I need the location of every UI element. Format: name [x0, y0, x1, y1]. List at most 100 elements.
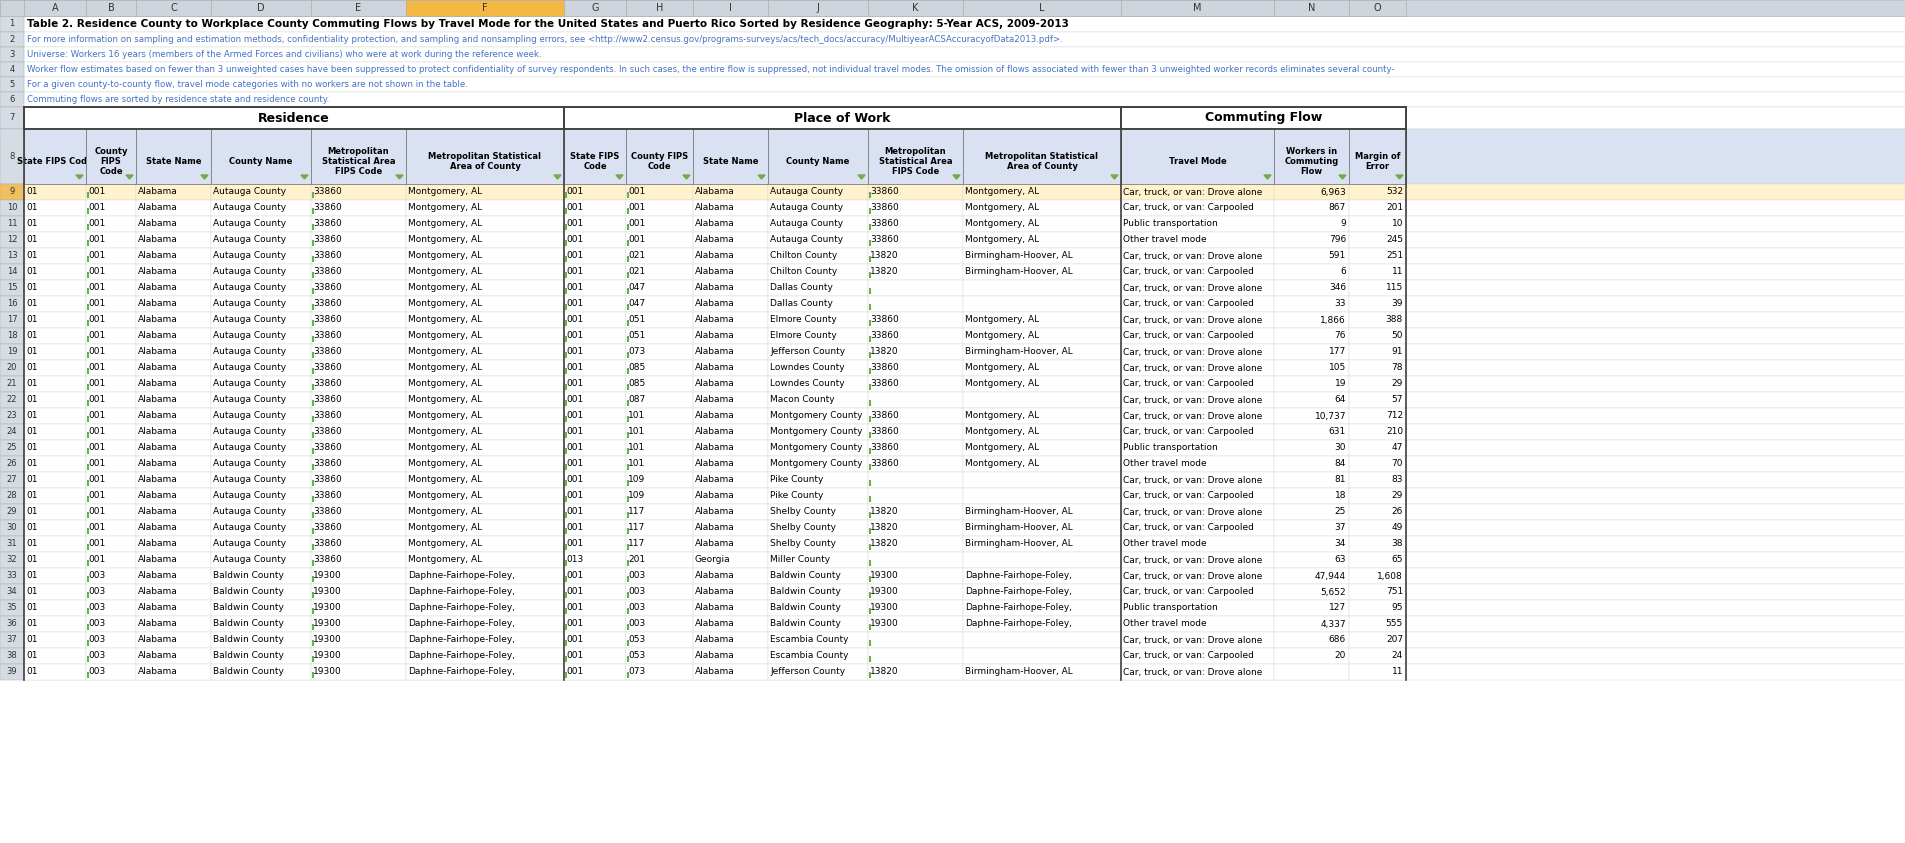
- Text: 003: 003: [88, 668, 105, 676]
- Text: 37: 37: [6, 636, 17, 645]
- Text: Daphne-Fairhope-Foley,: Daphne-Fairhope-Foley,: [408, 668, 514, 676]
- Text: Autauga County: Autauga County: [770, 219, 842, 228]
- Text: 19300: 19300: [312, 604, 341, 613]
- Text: Daphne-Fairhope-Foley,: Daphne-Fairhope-Foley,: [408, 652, 514, 661]
- Bar: [135, 632, 211, 648]
- Bar: [311, 568, 406, 584]
- Text: Autauga County: Autauga County: [213, 524, 286, 533]
- Text: Alabama: Alabama: [695, 636, 733, 645]
- Bar: [768, 408, 867, 424]
- Bar: [0, 360, 25, 376]
- Bar: [1349, 392, 1406, 408]
- Bar: [211, 568, 311, 584]
- Text: 19300: 19300: [869, 572, 899, 581]
- Bar: [25, 280, 86, 296]
- Text: 13: 13: [8, 251, 17, 260]
- Text: 085: 085: [627, 363, 646, 373]
- Text: I: I: [730, 3, 732, 13]
- Text: Alabama: Alabama: [137, 203, 177, 212]
- Bar: [1273, 440, 1349, 456]
- Bar: [0, 376, 25, 392]
- Bar: [406, 600, 564, 616]
- Text: Alabama: Alabama: [137, 363, 177, 373]
- Bar: [311, 632, 406, 648]
- Bar: [211, 184, 311, 200]
- Text: 001: 001: [627, 219, 646, 228]
- Text: 001: 001: [566, 347, 583, 357]
- Text: 001: 001: [566, 443, 583, 453]
- Text: 33860: 33860: [312, 443, 341, 453]
- Text: 001: 001: [566, 668, 583, 676]
- Text: Alabama: Alabama: [695, 427, 733, 437]
- Bar: [693, 664, 768, 680]
- Bar: [0, 664, 25, 680]
- Bar: [25, 584, 86, 600]
- Text: Pike County: Pike County: [770, 491, 823, 501]
- Bar: [211, 616, 311, 632]
- Bar: [211, 280, 311, 296]
- Polygon shape: [615, 175, 623, 179]
- Text: Alabama: Alabama: [137, 652, 177, 661]
- Bar: [311, 504, 406, 520]
- Text: 001: 001: [566, 331, 583, 341]
- Text: 4: 4: [10, 65, 15, 74]
- Text: Workers in
Commuting
Flow: Workers in Commuting Flow: [1284, 147, 1337, 176]
- Text: Jefferson County: Jefferson County: [770, 668, 844, 676]
- Text: Autauga County: Autauga County: [213, 491, 286, 501]
- Text: 207: 207: [1385, 636, 1402, 645]
- Text: Alabama: Alabama: [695, 588, 733, 597]
- Bar: [867, 216, 962, 232]
- Text: 003: 003: [88, 572, 105, 581]
- Text: 003: 003: [627, 620, 646, 629]
- Bar: [962, 200, 1120, 216]
- Text: Shelby County: Shelby County: [770, 540, 836, 549]
- Text: 20: 20: [8, 363, 17, 373]
- Text: Macon County: Macon County: [770, 395, 834, 405]
- Bar: [867, 312, 962, 328]
- Text: 14: 14: [8, 267, 17, 277]
- Bar: [1349, 312, 1406, 328]
- Bar: [962, 312, 1120, 328]
- Bar: [564, 536, 625, 552]
- Bar: [564, 392, 625, 408]
- Text: 001: 001: [88, 556, 105, 565]
- Bar: [962, 344, 1120, 360]
- Bar: [1349, 632, 1406, 648]
- Bar: [867, 200, 962, 216]
- Text: 001: 001: [88, 203, 105, 212]
- Text: Montgomery, AL: Montgomery, AL: [408, 459, 482, 469]
- Bar: [311, 216, 406, 232]
- Text: 01: 01: [27, 556, 38, 565]
- Bar: [86, 552, 135, 568]
- Bar: [693, 584, 768, 600]
- Bar: [1273, 280, 1349, 296]
- Bar: [1273, 328, 1349, 344]
- Bar: [564, 360, 625, 376]
- Text: 109: 109: [627, 491, 646, 501]
- Bar: [564, 280, 625, 296]
- Text: Montgomery, AL: Montgomery, AL: [964, 219, 1038, 228]
- Bar: [406, 129, 564, 184]
- Bar: [564, 376, 625, 392]
- Bar: [0, 232, 25, 248]
- Text: Alabama: Alabama: [137, 331, 177, 341]
- Text: 001: 001: [566, 299, 583, 309]
- Bar: [1349, 584, 1406, 600]
- Bar: [564, 600, 625, 616]
- Text: 01: 01: [27, 475, 38, 485]
- Text: Autauga County: Autauga County: [213, 459, 286, 469]
- Text: Montgomery, AL: Montgomery, AL: [964, 187, 1038, 196]
- Bar: [135, 216, 211, 232]
- Text: 50: 50: [1391, 331, 1402, 341]
- Text: Autauga County: Autauga County: [213, 235, 286, 244]
- Bar: [867, 504, 962, 520]
- Bar: [693, 488, 768, 504]
- Bar: [0, 600, 25, 616]
- Text: 867: 867: [1328, 203, 1345, 212]
- Bar: [86, 408, 135, 424]
- Bar: [25, 264, 86, 280]
- Bar: [0, 568, 25, 584]
- Text: Alabama: Alabama: [137, 572, 177, 581]
- Text: Autauga County: Autauga County: [213, 540, 286, 549]
- Text: Autauga County: Autauga County: [213, 347, 286, 357]
